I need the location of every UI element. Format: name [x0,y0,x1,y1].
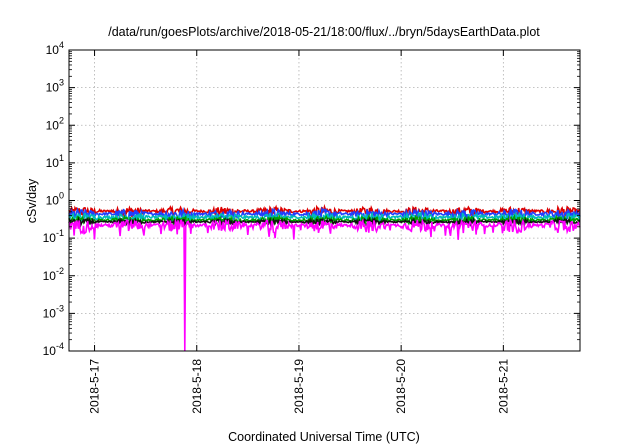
series-line [68,213,581,227]
y-tick-label: 10-4 [43,341,64,358]
y-tick-label: 10-2 [43,266,64,283]
y-tick-label: 100 [46,191,64,208]
x-tick-label: 2018-5-21 [496,359,510,414]
y-tick-label: 104 [46,40,64,57]
series-line [68,217,581,352]
x-tick-label: 2018-5-18 [190,359,204,414]
series-line [68,203,581,220]
chart-title: /data/run/goesPlots/archive/2018-05-21/1… [108,25,540,39]
x-tick-label: 2018-5-20 [394,359,408,414]
grid [69,50,580,351]
y-tick-label: 101 [46,153,64,170]
y-tick-label: 10-1 [43,228,64,245]
y-axis: 10-4 10-3 10-2 10-1 100 101 102 103 104 [43,40,580,358]
y-tick-label: 103 [46,78,64,95]
y-tick-label: 10-3 [43,303,64,320]
x-axis: 2018-5-17 2018-5-18 2018-5-19 2018-5-20 2018… [88,50,510,414]
y-tick-label: 102 [46,115,64,132]
x-axis-label: Coordinated Universal Time (UTC) [228,430,420,444]
series-group [68,203,581,352]
y-axis-label: cSv/day [25,178,39,223]
x-tick-label: 2018-5-17 [88,359,102,414]
x-tick-label: 2018-5-19 [292,359,306,414]
